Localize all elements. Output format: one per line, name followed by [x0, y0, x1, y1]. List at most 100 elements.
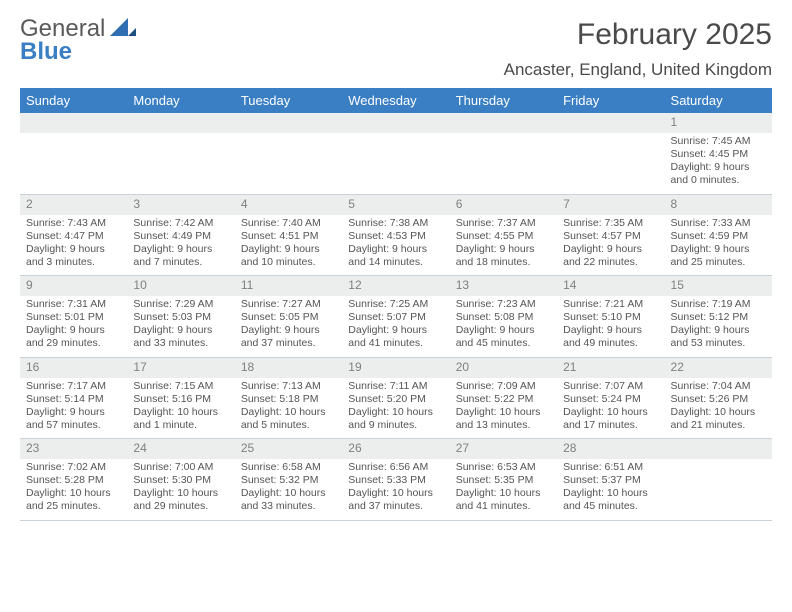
day-details: Sunrise: 7:13 AMSunset: 5:18 PMDaylight:… — [235, 378, 342, 439]
day-details: Sunrise: 6:58 AMSunset: 5:32 PMDaylight:… — [235, 459, 342, 520]
day-number: 12 — [342, 276, 449, 296]
calendar-day-empty — [342, 113, 449, 194]
day-number: 9 — [20, 276, 127, 296]
day-number — [450, 113, 557, 133]
location-subtitle: Ancaster, England, United Kingdom — [504, 60, 772, 80]
calendar-day-empty — [20, 113, 127, 194]
day-number: 25 — [235, 439, 342, 459]
calendar-day-empty — [557, 113, 664, 194]
day-details: Sunrise: 7:38 AMSunset: 4:53 PMDaylight:… — [342, 215, 449, 276]
calendar-day: 16Sunrise: 7:17 AMSunset: 5:14 PMDayligh… — [20, 358, 127, 439]
weekday-header-row: SundayMondayTuesdayWednesdayThursdayFrid… — [20, 90, 772, 113]
day-number: 4 — [235, 195, 342, 215]
calendar-day: 8Sunrise: 7:33 AMSunset: 4:59 PMDaylight… — [665, 195, 772, 276]
logo-text: General Blue — [20, 18, 136, 64]
day-number: 13 — [450, 276, 557, 296]
calendar-day-empty — [450, 113, 557, 194]
day-number: 20 — [450, 358, 557, 378]
calendar: SundayMondayTuesdayWednesdayThursdayFrid… — [20, 88, 772, 521]
logo-word-blue: Blue — [20, 38, 72, 65]
calendar-week: 9Sunrise: 7:31 AMSunset: 5:01 PMDaylight… — [20, 276, 772, 358]
day-number: 2 — [20, 195, 127, 215]
calendar-day: 4Sunrise: 7:40 AMSunset: 4:51 PMDaylight… — [235, 195, 342, 276]
day-details: Sunrise: 6:53 AMSunset: 5:35 PMDaylight:… — [450, 459, 557, 520]
calendar-day-empty — [665, 439, 772, 520]
day-number — [235, 113, 342, 133]
day-number: 26 — [342, 439, 449, 459]
calendar-day: 23Sunrise: 7:02 AMSunset: 5:28 PMDayligh… — [20, 439, 127, 520]
day-number: 21 — [557, 358, 664, 378]
day-number: 10 — [127, 276, 234, 296]
day-number: 8 — [665, 195, 772, 215]
day-details: Sunrise: 7:21 AMSunset: 5:10 PMDaylight:… — [557, 296, 664, 357]
day-number: 17 — [127, 358, 234, 378]
weekday-header: Sunday — [20, 90, 127, 113]
day-number: 16 — [20, 358, 127, 378]
day-number: 14 — [557, 276, 664, 296]
day-number: 22 — [665, 358, 772, 378]
title-block: February 2025 Ancaster, England, United … — [504, 18, 772, 80]
calendar-day-empty — [127, 113, 234, 194]
calendar-day: 6Sunrise: 7:37 AMSunset: 4:55 PMDaylight… — [450, 195, 557, 276]
day-details: Sunrise: 7:17 AMSunset: 5:14 PMDaylight:… — [20, 378, 127, 439]
day-details: Sunrise: 7:04 AMSunset: 5:26 PMDaylight:… — [665, 378, 772, 439]
calendar-day: 19Sunrise: 7:11 AMSunset: 5:20 PMDayligh… — [342, 358, 449, 439]
calendar-day: 15Sunrise: 7:19 AMSunset: 5:12 PMDayligh… — [665, 276, 772, 357]
logo-mark-icon — [110, 18, 136, 41]
calendar-day: 24Sunrise: 7:00 AMSunset: 5:30 PMDayligh… — [127, 439, 234, 520]
day-number — [127, 113, 234, 133]
day-number — [20, 113, 127, 133]
day-number: 7 — [557, 195, 664, 215]
calendar-day: 25Sunrise: 6:58 AMSunset: 5:32 PMDayligh… — [235, 439, 342, 520]
calendar-day: 14Sunrise: 7:21 AMSunset: 5:10 PMDayligh… — [557, 276, 664, 357]
page-title: February 2025 — [504, 18, 772, 52]
weekday-header: Thursday — [450, 90, 557, 113]
day-details: Sunrise: 7:29 AMSunset: 5:03 PMDaylight:… — [127, 296, 234, 357]
day-details: Sunrise: 7:19 AMSunset: 5:12 PMDaylight:… — [665, 296, 772, 357]
calendar-week: 23Sunrise: 7:02 AMSunset: 5:28 PMDayligh… — [20, 439, 772, 521]
calendar-day: 7Sunrise: 7:35 AMSunset: 4:57 PMDaylight… — [557, 195, 664, 276]
day-number: 6 — [450, 195, 557, 215]
day-number: 24 — [127, 439, 234, 459]
day-details: Sunrise: 7:40 AMSunset: 4:51 PMDaylight:… — [235, 215, 342, 276]
calendar-day: 22Sunrise: 7:04 AMSunset: 5:26 PMDayligh… — [665, 358, 772, 439]
day-number: 1 — [665, 113, 772, 133]
calendar-day: 1Sunrise: 7:45 AMSunset: 4:45 PMDaylight… — [665, 113, 772, 194]
day-number: 3 — [127, 195, 234, 215]
calendar-day: 27Sunrise: 6:53 AMSunset: 5:35 PMDayligh… — [450, 439, 557, 520]
day-details: Sunrise: 7:45 AMSunset: 4:45 PMDaylight:… — [665, 133, 772, 194]
day-details: Sunrise: 6:56 AMSunset: 5:33 PMDaylight:… — [342, 459, 449, 520]
calendar-day: 10Sunrise: 7:29 AMSunset: 5:03 PMDayligh… — [127, 276, 234, 357]
day-details: Sunrise: 7:09 AMSunset: 5:22 PMDaylight:… — [450, 378, 557, 439]
day-details: Sunrise: 6:51 AMSunset: 5:37 PMDaylight:… — [557, 459, 664, 520]
weekday-header: Saturday — [665, 90, 772, 113]
calendar-day: 20Sunrise: 7:09 AMSunset: 5:22 PMDayligh… — [450, 358, 557, 439]
day-number — [342, 113, 449, 133]
logo: General Blue — [20, 18, 136, 64]
day-details: Sunrise: 7:31 AMSunset: 5:01 PMDaylight:… — [20, 296, 127, 357]
day-number: 15 — [665, 276, 772, 296]
day-details: Sunrise: 7:35 AMSunset: 4:57 PMDaylight:… — [557, 215, 664, 276]
day-number: 19 — [342, 358, 449, 378]
calendar-day: 18Sunrise: 7:13 AMSunset: 5:18 PMDayligh… — [235, 358, 342, 439]
day-details: Sunrise: 7:11 AMSunset: 5:20 PMDaylight:… — [342, 378, 449, 439]
day-number: 28 — [557, 439, 664, 459]
calendar-day: 9Sunrise: 7:31 AMSunset: 5:01 PMDaylight… — [20, 276, 127, 357]
day-details: Sunrise: 7:43 AMSunset: 4:47 PMDaylight:… — [20, 215, 127, 276]
day-number: 18 — [235, 358, 342, 378]
day-number: 27 — [450, 439, 557, 459]
day-details: Sunrise: 7:23 AMSunset: 5:08 PMDaylight:… — [450, 296, 557, 357]
calendar-day: 13Sunrise: 7:23 AMSunset: 5:08 PMDayligh… — [450, 276, 557, 357]
day-details: Sunrise: 7:07 AMSunset: 5:24 PMDaylight:… — [557, 378, 664, 439]
calendar-day: 26Sunrise: 6:56 AMSunset: 5:33 PMDayligh… — [342, 439, 449, 520]
day-details: Sunrise: 7:25 AMSunset: 5:07 PMDaylight:… — [342, 296, 449, 357]
day-details: Sunrise: 7:42 AMSunset: 4:49 PMDaylight:… — [127, 215, 234, 276]
calendar-day: 12Sunrise: 7:25 AMSunset: 5:07 PMDayligh… — [342, 276, 449, 357]
calendar-week: 1Sunrise: 7:45 AMSunset: 4:45 PMDaylight… — [20, 113, 772, 195]
calendar-day: 2Sunrise: 7:43 AMSunset: 4:47 PMDaylight… — [20, 195, 127, 276]
day-details: Sunrise: 7:15 AMSunset: 5:16 PMDaylight:… — [127, 378, 234, 439]
day-details: Sunrise: 7:02 AMSunset: 5:28 PMDaylight:… — [20, 459, 127, 520]
day-number: 23 — [20, 439, 127, 459]
calendar-day: 5Sunrise: 7:38 AMSunset: 4:53 PMDaylight… — [342, 195, 449, 276]
calendar-day: 17Sunrise: 7:15 AMSunset: 5:16 PMDayligh… — [127, 358, 234, 439]
